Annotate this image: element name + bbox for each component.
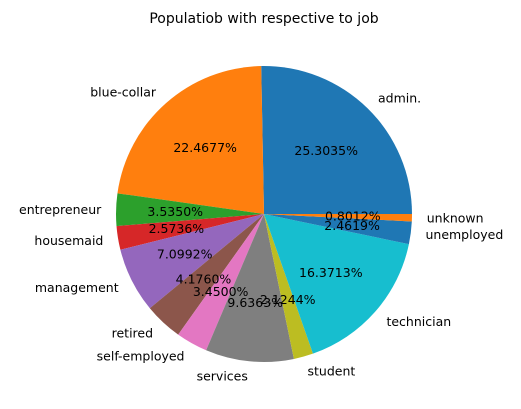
pie-slice-blue-collar — [117, 66, 264, 214]
slice-label-housemaid: housemaid — [34, 233, 103, 248]
pie-slice-retired — [149, 214, 264, 335]
pie-slice-admin — [261, 66, 412, 214]
slice-label-entrepreneur: entrepreneur — [19, 202, 102, 217]
slice-label-management: management — [35, 280, 119, 295]
slice-percentage-technician: 16.3713% — [299, 265, 363, 280]
slice-label-self-employed: self-employed — [97, 349, 185, 364]
pie-slice-services — [206, 214, 294, 362]
pie-slice-management — [120, 214, 264, 309]
slice-percentage-entrepreneur: 3.5350% — [147, 204, 203, 219]
slice-label-retired: retired — [112, 326, 153, 341]
slice-percentage-unknown: 0.8012% — [325, 209, 381, 224]
pie-percentages: 25.3035% 22.4677% 3.5350% 2.5736% 7.0992% 4.1… — [147, 140, 380, 310]
pie-slice-technician — [264, 214, 409, 354]
slice-label-admin: admin. — [378, 90, 421, 105]
pie-slice-unknown — [264, 214, 412, 222]
slice-percentage-retired: 4.1760% — [176, 271, 232, 286]
pie-labels: admin. blue-collar entrepreneur housemaid ma… — [19, 85, 503, 384]
slice-percentage-admin: 25.3035% — [294, 143, 358, 158]
slice-percentage-management: 7.0992% — [157, 246, 213, 261]
pie-slices — [116, 66, 412, 362]
chart-title: Populatiob with respective to job — [149, 11, 378, 27]
pie-slice-student — [264, 214, 313, 359]
slice-percentage-blue-collar: 22.4677% — [173, 140, 237, 155]
slice-label-blue-collar: blue-collar — [90, 85, 157, 100]
slice-label-technician: technician — [386, 314, 451, 329]
slice-percentage-housemaid: 2.5736% — [149, 221, 205, 236]
pie-slice-entrepreneur — [116, 193, 264, 227]
slice-label-student: student — [307, 363, 355, 378]
slice-label-services: services — [197, 369, 248, 384]
pie-slice-self-employed — [178, 214, 264, 351]
slice-label-unknown: unknown — [427, 211, 484, 226]
pie-slice-housemaid — [116, 214, 264, 250]
slice-percentage-unemployed: 2.4619% — [324, 218, 380, 233]
pie-slice-unemployed — [264, 214, 412, 245]
slice-percentage-self-employed: 3.4500% — [193, 284, 249, 299]
slice-label-unemployed: unemployed — [425, 227, 503, 242]
slice-percentage-services: 9.6363% — [227, 295, 283, 310]
slice-percentage-student: 2.1244% — [260, 292, 316, 307]
